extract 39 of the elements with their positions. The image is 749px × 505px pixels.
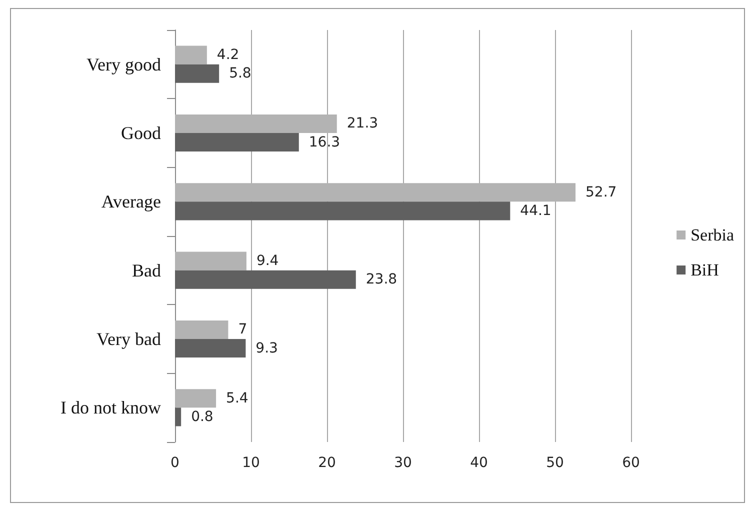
bar <box>175 133 299 152</box>
bar <box>175 339 246 358</box>
data-label: 4.2 <box>216 47 240 64</box>
data-label: 9.4 <box>256 253 279 270</box>
data-label: 0.8 <box>191 408 214 425</box>
y-tick-label: Very bad <box>96 329 161 349</box>
x-tick-label: 20 <box>318 455 336 471</box>
x-tick-label: 30 <box>394 455 412 471</box>
bar <box>175 183 576 202</box>
data-label: 16.3 <box>308 134 340 150</box>
data-label: 44.1 <box>520 202 552 219</box>
bar <box>175 320 228 339</box>
bar <box>175 64 220 83</box>
bar <box>175 408 182 426</box>
data-label: 21.3 <box>346 116 378 132</box>
data-label: 23.8 <box>366 272 398 288</box>
x-tick-label: 40 <box>470 455 488 471</box>
y-tick-label: Very good <box>86 54 161 74</box>
x-tick-label: 0 <box>170 455 180 471</box>
y-tick-label: Average <box>101 192 162 212</box>
bar <box>175 252 246 270</box>
bar <box>175 389 216 408</box>
data-label: 5.8 <box>229 66 252 82</box>
legend-label: BiH <box>690 260 719 280</box>
bar <box>175 202 510 220</box>
bar <box>175 114 337 133</box>
x-tick-label: 60 <box>622 455 640 471</box>
bar <box>175 46 207 64</box>
x-tick-label: 50 <box>546 455 564 471</box>
data-label: 52.7 <box>586 184 617 200</box>
y-tick-label: I do not know <box>60 398 161 418</box>
legend-label: Serbia <box>690 226 734 244</box>
y-tick-label: Good <box>121 123 161 143</box>
data-label: 9.3 <box>256 340 278 356</box>
x-tick-label: 10 <box>242 455 260 471</box>
data-label: 5.4 <box>226 390 248 406</box>
bar <box>175 270 356 289</box>
data-label: 7 <box>238 322 248 338</box>
y-tick-label: Bad <box>132 260 161 280</box>
